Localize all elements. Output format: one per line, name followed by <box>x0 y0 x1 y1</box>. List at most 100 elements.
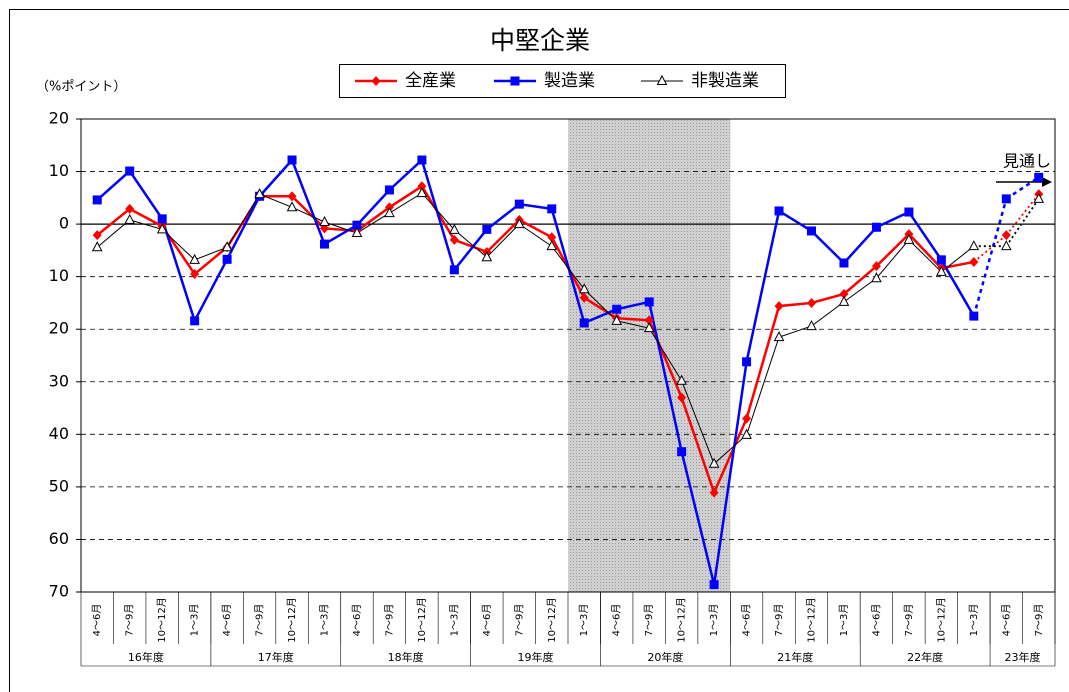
x-tick-label: 1～3月 <box>708 604 720 637</box>
marker <box>417 181 427 192</box>
y-tick-label: 10 <box>49 161 69 180</box>
marker <box>612 304 622 314</box>
legend-box <box>339 64 786 98</box>
x-tick-label: 10～12月 <box>676 597 688 642</box>
x-tick-label: 7～9月 <box>383 604 395 637</box>
marker <box>1033 192 1045 203</box>
series-line <box>96 184 975 497</box>
x-tick-label: 4～6月 <box>741 604 753 637</box>
marker <box>189 253 200 264</box>
y-axis-label: （%ポイント） <box>36 80 126 95</box>
x-tick-label: 1～3月 <box>838 604 850 637</box>
y-tick-label: 0 <box>59 214 69 233</box>
marker <box>643 322 655 333</box>
forecast-line <box>1005 176 1040 200</box>
marker <box>384 185 394 195</box>
marker <box>510 76 520 86</box>
marker <box>709 487 719 498</box>
marker <box>449 223 460 234</box>
marker <box>839 289 849 300</box>
marker <box>514 199 524 209</box>
x-tick-label: 10～12月 <box>935 597 947 642</box>
annotation: 見通し <box>1003 152 1051 171</box>
marker <box>125 203 135 214</box>
marker <box>611 314 623 325</box>
x-tick-label: 4～6月 <box>481 604 493 637</box>
x-tick-label: 4～6月 <box>611 604 623 637</box>
marker <box>968 240 980 251</box>
group-label: 19年度 <box>518 650 554 664</box>
marker <box>1001 230 1011 241</box>
marker <box>547 232 557 243</box>
marker <box>709 580 719 590</box>
marker <box>125 166 135 176</box>
marker <box>871 272 882 283</box>
y-tick-label: 30 <box>49 371 69 390</box>
x-tick-label: 4～6月 <box>91 604 103 637</box>
series-line <box>96 157 975 585</box>
marker <box>903 233 915 244</box>
marker <box>547 204 557 214</box>
legend-label: 非製造業 <box>691 71 759 91</box>
marker <box>319 215 330 227</box>
x-tick-label: 4～6月 <box>351 604 363 637</box>
marker <box>371 76 381 86</box>
frame <box>9 9 1069 692</box>
x-tick-label: 1～3月 <box>968 604 980 637</box>
x-tick-label: 1～3月 <box>578 604 590 637</box>
x-tick-label: 7～9月 <box>124 604 136 637</box>
y-tick-label: 10 <box>49 266 69 285</box>
marker <box>417 155 427 165</box>
x-tick-label: 10～12月 <box>416 597 428 642</box>
marker <box>482 224 492 234</box>
marker <box>677 392 687 403</box>
marker <box>677 447 687 457</box>
marker <box>1034 172 1044 182</box>
marker <box>92 230 102 241</box>
marker <box>579 318 589 328</box>
marker <box>254 188 265 199</box>
marker <box>190 269 200 280</box>
x-tick-label: 10～12月 <box>806 597 818 642</box>
marker <box>741 428 752 439</box>
x-tick-label: 10～12月 <box>546 597 558 642</box>
x-tick-label: 10～12月 <box>156 597 168 642</box>
marker <box>969 311 979 321</box>
marker <box>221 241 233 252</box>
group-label: 23年度 <box>1005 650 1041 664</box>
x-tick-label: 4～6月 <box>1000 604 1012 637</box>
forecast-line <box>973 234 1007 263</box>
marker <box>773 331 785 342</box>
marker <box>806 320 817 331</box>
marker <box>839 258 849 268</box>
marker <box>124 213 136 224</box>
marker <box>513 218 525 229</box>
series-line <box>96 192 975 465</box>
x-tick-label: 7～9月 <box>513 604 525 637</box>
marker <box>416 187 428 198</box>
marker <box>656 74 668 85</box>
annotation-arrowhead <box>1042 177 1052 187</box>
y-tick-label: 20 <box>49 109 69 128</box>
marker <box>286 201 298 212</box>
marker <box>969 256 979 267</box>
marker <box>807 226 816 236</box>
group-label: 22年度 <box>907 650 943 664</box>
marker <box>807 297 816 308</box>
x-tick-label: 1～3月 <box>189 604 201 637</box>
marker <box>92 195 102 205</box>
chart-title: 中堅企業 <box>490 26 590 55</box>
y-tick-label: 50 <box>49 476 69 495</box>
forecast-line <box>1005 198 1040 247</box>
legend-label: 全産業 <box>405 71 456 91</box>
marker <box>578 283 590 294</box>
marker <box>708 457 720 468</box>
x-tick-label: 4～6月 <box>870 604 882 637</box>
marker <box>352 220 362 230</box>
x-tick-label: 7～9月 <box>1033 604 1045 637</box>
marker <box>481 251 493 262</box>
marker <box>222 254 232 264</box>
marker <box>1001 194 1011 204</box>
marker <box>644 315 654 326</box>
legend-label: 製造業 <box>544 71 595 91</box>
